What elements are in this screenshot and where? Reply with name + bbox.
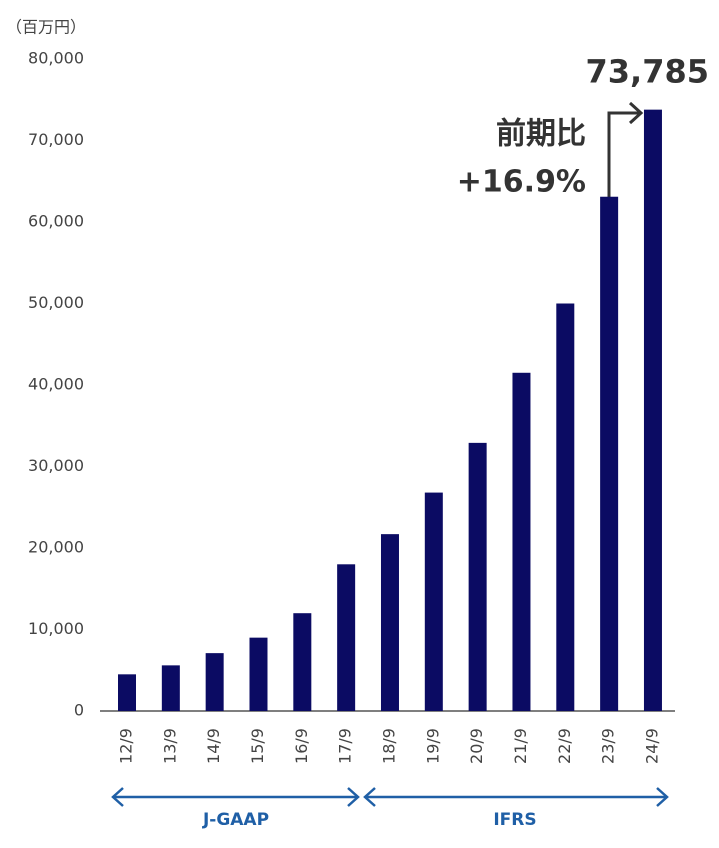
y-tick-label: 10,000 [28,619,84,638]
bar [380,534,399,711]
bar [337,564,356,711]
period-label: J-GAAP [202,810,269,830]
bar [118,674,136,711]
annotation-line1: 前期比 [496,117,586,152]
y-tick-label: 60,000 [28,212,84,231]
bar [205,653,224,711]
x-tick-label: 12/9 [117,728,136,764]
x-tick-label: 16/9 [292,728,311,764]
bar [643,109,662,712]
bar [556,303,575,711]
x-tick-label: 23/9 [599,728,618,764]
x-tick-label: 21/9 [511,728,530,764]
annotation-line2: +16.9% [457,165,586,200]
bar [293,613,312,711]
y-tick-label: 40,000 [28,375,84,394]
bar [512,372,531,711]
x-tick-label: 18/9 [379,728,398,764]
x-tick-label: 19/9 [423,728,442,764]
x-tick-label: 17/9 [336,728,355,764]
bar [468,442,487,711]
y-tick-label: 80,000 [28,49,84,68]
y-tick-label: 50,000 [28,293,84,312]
y-tick-label: 70,000 [28,130,84,149]
change-arrow [607,101,644,199]
x-tick-label: 24/9 [642,728,661,764]
x-tick-label: 13/9 [160,728,179,764]
unit-label: （百万円） [6,18,86,37]
y-tick-label: 20,000 [28,538,84,557]
x-tick-label: 14/9 [204,728,223,764]
x-tick-label: 20/9 [467,728,486,764]
bar [249,637,268,711]
y-tick-label: 0 [74,701,84,720]
period-arrows [111,787,669,807]
bar [600,196,619,712]
bar [161,665,180,711]
x-tick-label: 15/9 [248,728,267,764]
bar [424,492,443,711]
value-label: 73,785 [586,53,709,91]
y-tick-label: 30,000 [28,456,84,475]
x-tick-label: 22/9 [555,728,574,764]
period-label: IFRS [493,810,536,830]
